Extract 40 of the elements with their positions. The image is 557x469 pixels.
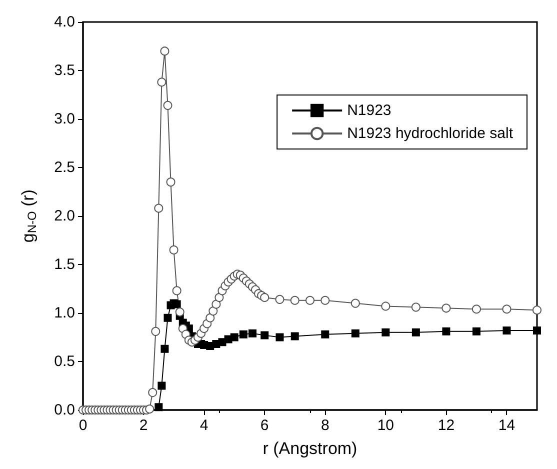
legend-label: N1923: [347, 102, 392, 119]
point: [412, 328, 420, 336]
point: [321, 330, 330, 338]
point: [276, 333, 284, 342]
legend-label: N1923 hydrochloride salt: [347, 125, 514, 142]
x-tick-label: 14: [498, 417, 516, 434]
x-tick-label: 0: [78, 417, 88, 434]
x-tick-label: 10: [377, 417, 394, 434]
y-tick-label: 2.5: [54, 159, 75, 176]
point: [442, 327, 450, 336]
point: [158, 382, 166, 390]
x-tick-label: 6: [260, 417, 269, 434]
point: [164, 314, 172, 322]
y-tick-label: 1.5: [54, 256, 75, 273]
point: [472, 327, 480, 336]
point: [351, 329, 360, 338]
point: [239, 330, 248, 338]
x-tick-label: 12: [438, 417, 455, 434]
y-tick-label: 1.0: [54, 304, 75, 322]
point: [160, 344, 169, 353]
x-tick-label: 2: [139, 417, 148, 434]
y-tick-label: 2.0: [54, 208, 75, 224]
y-tick-label: 0.0: [54, 402, 75, 418]
point: [533, 326, 541, 334]
point: [248, 329, 256, 338]
point: [290, 332, 299, 340]
point: [502, 326, 511, 334]
point: [382, 328, 390, 336]
y-tick-label: 3.5: [54, 62, 75, 79]
x-tick-label: 4: [200, 417, 208, 434]
point: [230, 333, 238, 342]
point: [218, 338, 226, 346]
y-tick-label: 3.0: [54, 110, 75, 128]
point: [154, 403, 163, 412]
x-axis-title: r (Angstrom): [262, 439, 358, 458]
point: [260, 331, 269, 340]
x-tick-label: 8: [320, 417, 330, 434]
y-tick-label: 0.5: [54, 353, 75, 370]
y-tick-label: 4.0: [54, 14, 75, 30]
y-axis-title: gN-O (r): [18, 189, 39, 243]
